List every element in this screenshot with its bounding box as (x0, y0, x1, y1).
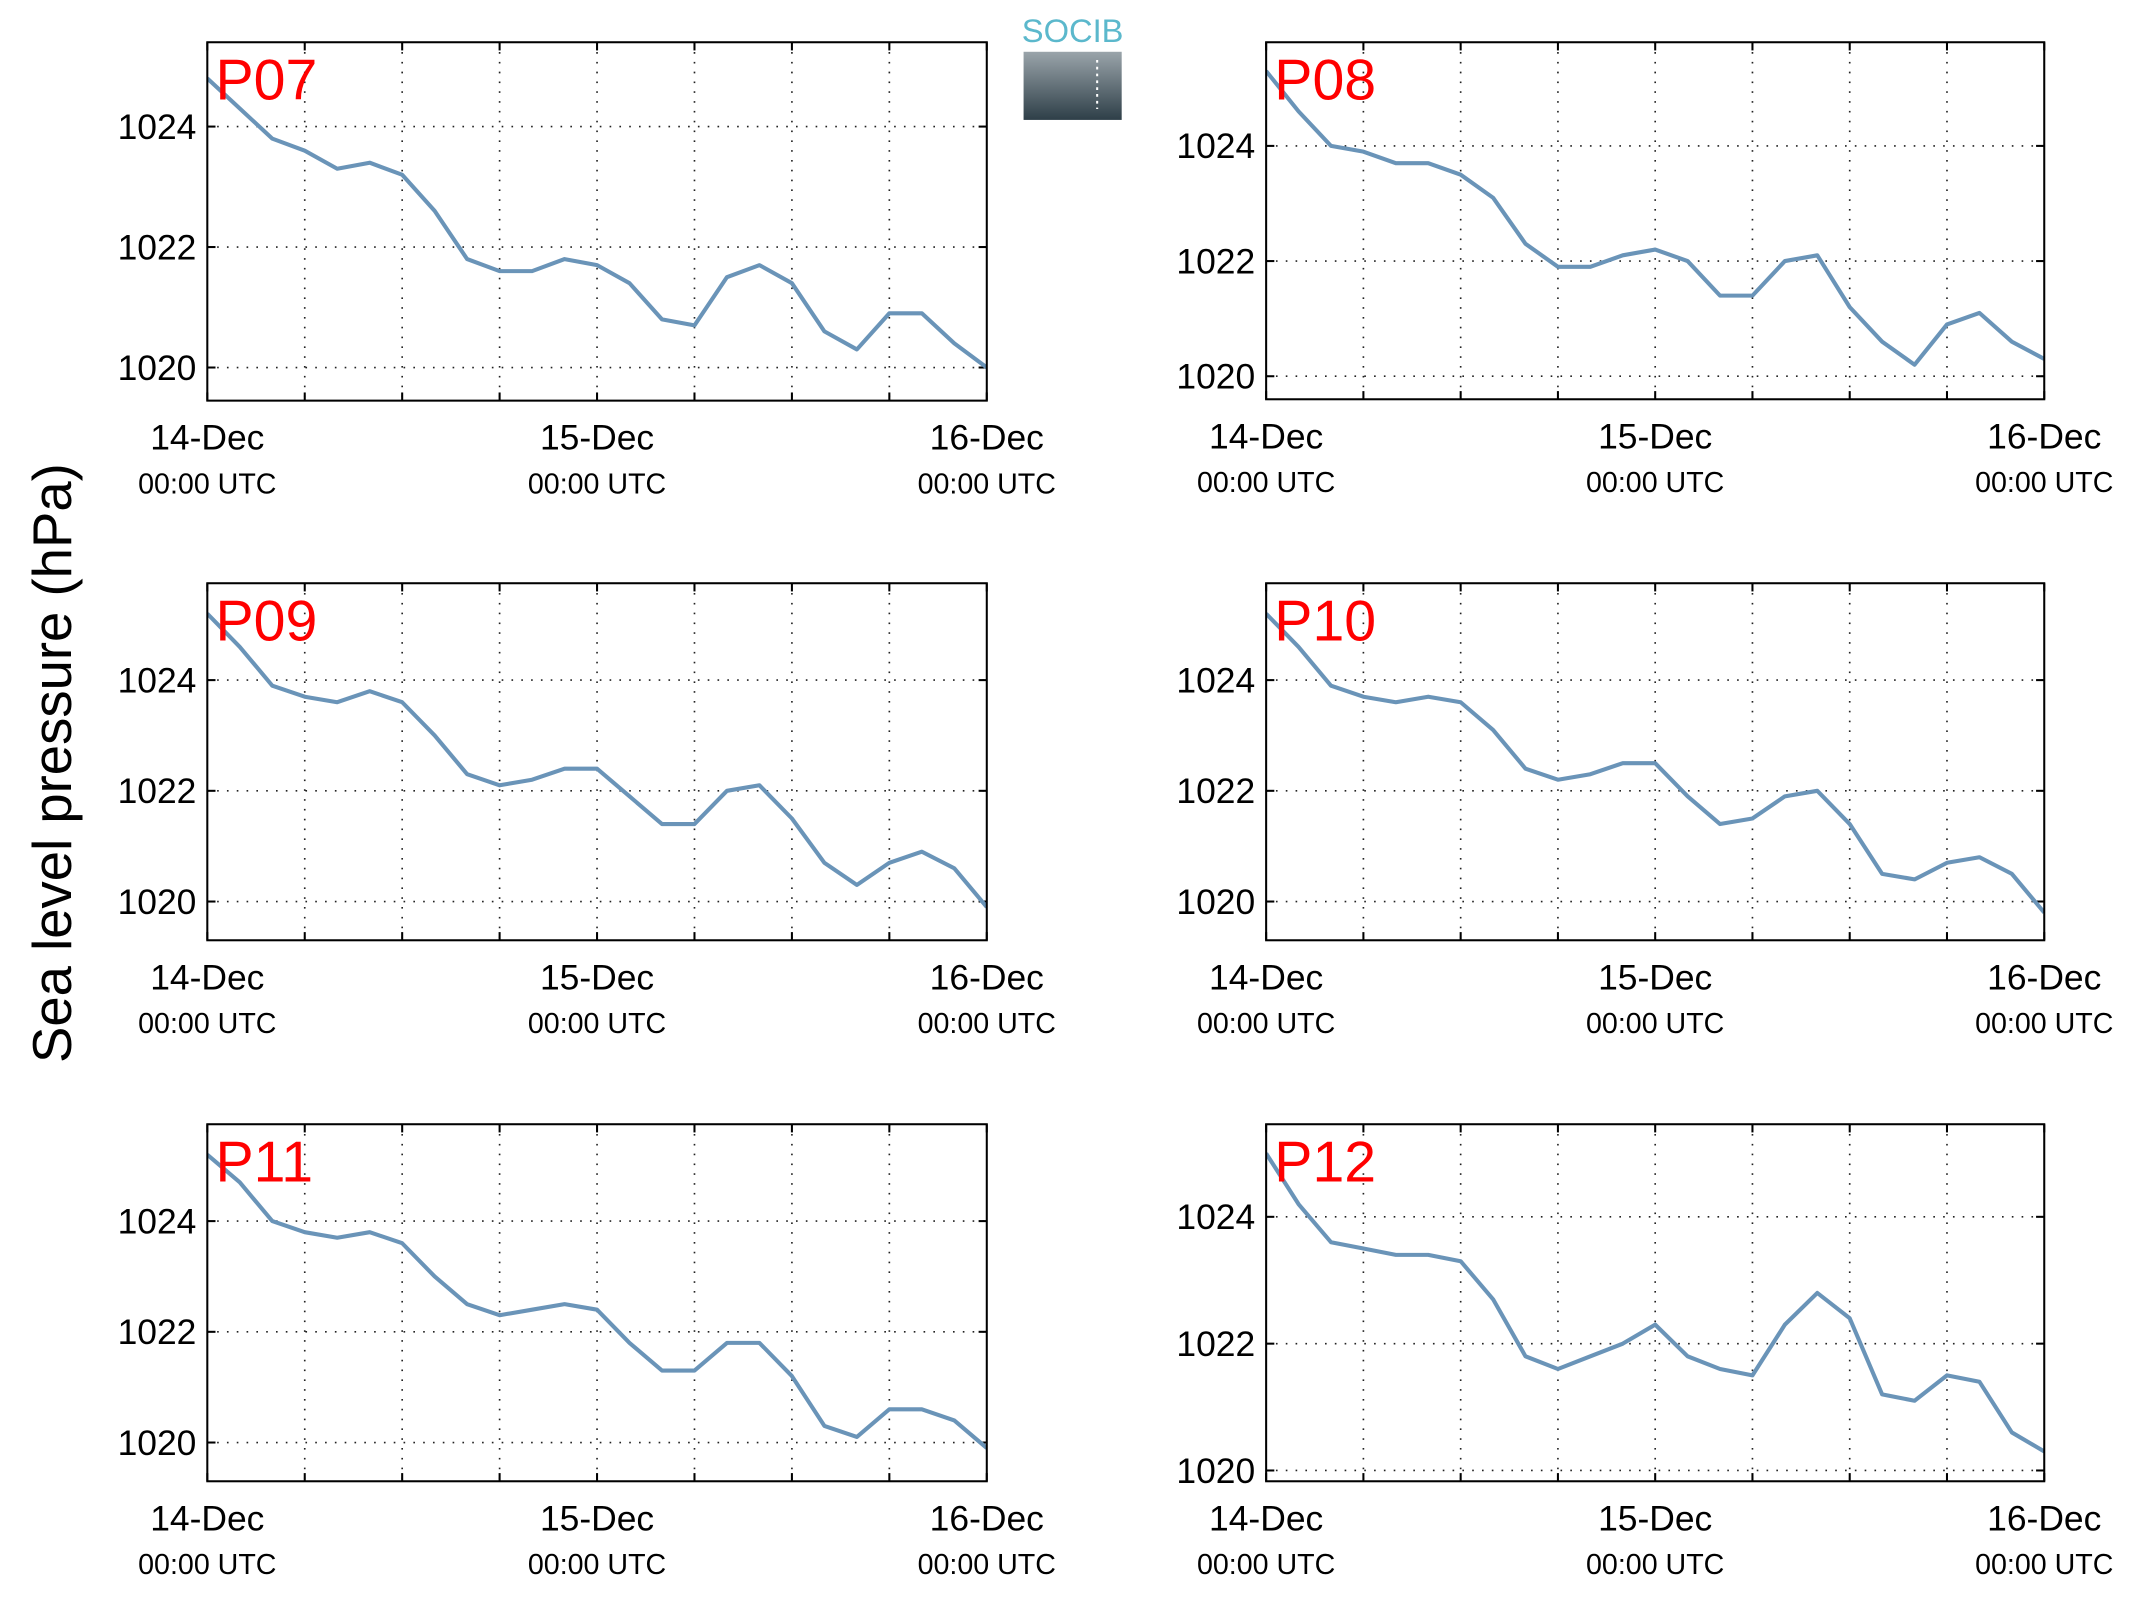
data-line (1266, 612, 2045, 914)
x-tick-label: 16-Dec (1987, 957, 2101, 997)
subplot: 14-Dec 00:00 UTC 15-Dec 00:00 UTC 16-Dec 00:0… (1176, 41, 2113, 499)
y-tick-label: 1022 (118, 771, 197, 811)
y-tick-label: 1020 (118, 348, 197, 388)
x-tick-sublabel: 00:00 UTC (918, 468, 1056, 500)
x-tick-sublabel: 00:00 UTC (1197, 467, 1335, 499)
y-tick-label: 1024 (1176, 126, 1255, 166)
x-tick-label: 14-Dec (1209, 1498, 1323, 1538)
y-tick-label: 1024 (1176, 660, 1255, 700)
x-tick-label: 16-Dec (1987, 1498, 2101, 1538)
x-tick-sublabel: 00:00 UTC (528, 1008, 666, 1040)
x-tick-sublabel: 00:00 UTC (1586, 1008, 1724, 1040)
panel-title: P11 (215, 1130, 313, 1194)
x-tick-label: 15-Dec (1598, 957, 1712, 997)
subplot: 14-Dec 00:00 UTC 15-Dec 00:00 UTC 16-Dec 00:0… (1176, 1123, 2113, 1581)
y-tick-label: 1020 (118, 1423, 197, 1463)
subplot: 14-Dec 00:00 UTC 15-Dec 00:00 UTC 16-Dec 00:0… (118, 582, 1056, 1040)
axes-frame (206, 582, 988, 942)
panel-title: P07 (215, 48, 317, 112)
subplot: 14-Dec 00:00 UTC 15-Dec 00:00 UTC 16-Dec 00:0… (1176, 582, 2113, 1040)
x-tick-label: 14-Dec (150, 957, 264, 997)
logo: SOCIB (1022, 12, 1124, 120)
axes-frame (1265, 41, 2046, 401)
data-line (207, 612, 987, 909)
data-line (1266, 69, 2045, 367)
x-tick-label: 16-Dec (1987, 416, 2101, 456)
y-tick-label: 1022 (118, 227, 197, 267)
panel-title: P09 (215, 589, 317, 653)
y-tick-label: 1024 (118, 660, 197, 700)
data-line (207, 1153, 987, 1450)
y-tick-label: 1020 (1176, 882, 1255, 922)
y-tick-label: 1020 (1176, 357, 1255, 397)
x-tick-sublabel: 00:00 UTC (1975, 1549, 2113, 1581)
x-tick-label: 14-Dec (1209, 416, 1323, 456)
x-tick-sublabel: 00:00 UTC (1586, 467, 1724, 499)
x-tick-sublabel: 00:00 UTC (1197, 1008, 1335, 1040)
x-tick-label: 15-Dec (1598, 1498, 1712, 1538)
y-tick-label: 1020 (118, 882, 197, 922)
y-tick-label: 1022 (118, 1312, 197, 1352)
x-tick-label: 15-Dec (1598, 416, 1712, 456)
x-tick-sublabel: 00:00 UTC (1975, 1008, 2113, 1040)
y-tick-label: 1024 (118, 1201, 197, 1241)
axes-frame (1265, 1123, 2046, 1483)
axes-frame (206, 1123, 988, 1483)
data-line (1266, 1152, 2045, 1454)
axes-frame (206, 41, 988, 402)
subplot: 14-Dec 00:00 UTC 15-Dec 00:00 UTC 16-Dec 00:0… (118, 1123, 1056, 1581)
x-tick-sublabel: 00:00 UTC (528, 468, 666, 500)
y-tick-label: 1022 (1176, 241, 1255, 281)
x-tick-label: 15-Dec (540, 1498, 654, 1538)
y-tick-label: 1020 (1176, 1451, 1255, 1491)
panel-title: P08 (1274, 48, 1376, 112)
logo-block (1023, 51, 1122, 120)
x-tick-sublabel: 00:00 UTC (1197, 1549, 1335, 1581)
x-tick-sublabel: 00:00 UTC (918, 1549, 1056, 1581)
x-tick-label: 14-Dec (150, 1498, 264, 1538)
x-tick-sublabel: 00:00 UTC (1586, 1549, 1724, 1581)
x-tick-label: 15-Dec (540, 418, 654, 458)
x-tick-label: 16-Dec (930, 957, 1044, 997)
x-tick-label: 14-Dec (150, 418, 264, 458)
y-tick-label: 1024 (118, 107, 197, 147)
x-tick-sublabel: 00:00 UTC (918, 1008, 1056, 1040)
x-tick-label: 14-Dec (1209, 957, 1323, 997)
x-tick-sublabel: 00:00 UTC (138, 1549, 276, 1581)
y-tick-label: 1022 (1176, 771, 1255, 811)
x-tick-label: 16-Dec (930, 418, 1044, 458)
x-tick-label: 15-Dec (540, 957, 654, 997)
x-tick-sublabel: 00:00 UTC (1975, 467, 2113, 499)
y-tick-label: 1022 (1176, 1324, 1255, 1364)
x-tick-sublabel: 00:00 UTC (528, 1549, 666, 1581)
x-tick-label: 16-Dec (930, 1498, 1044, 1538)
y-axis-label: Sea level pressure (hPa) (22, 463, 83, 1063)
panel-title: P12 (1274, 1130, 1376, 1194)
y-tick-label: 1024 (1176, 1197, 1255, 1237)
x-tick-sublabel: 00:00 UTC (138, 468, 276, 500)
logo-text: SOCIB (1022, 12, 1124, 49)
panel-title: P10 (1274, 589, 1376, 653)
x-tick-sublabel: 00:00 UTC (138, 1008, 276, 1040)
subplot: 14-Dec 00:00 UTC 15-Dec 00:00 UTC 16-Dec 00:0… (118, 41, 1056, 500)
axes-frame (1265, 582, 2046, 942)
data-line (207, 76, 987, 370)
